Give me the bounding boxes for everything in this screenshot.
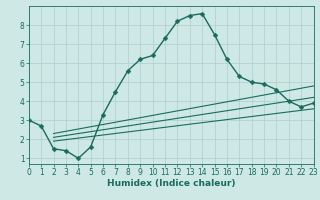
X-axis label: Humidex (Indice chaleur): Humidex (Indice chaleur) — [107, 179, 236, 188]
